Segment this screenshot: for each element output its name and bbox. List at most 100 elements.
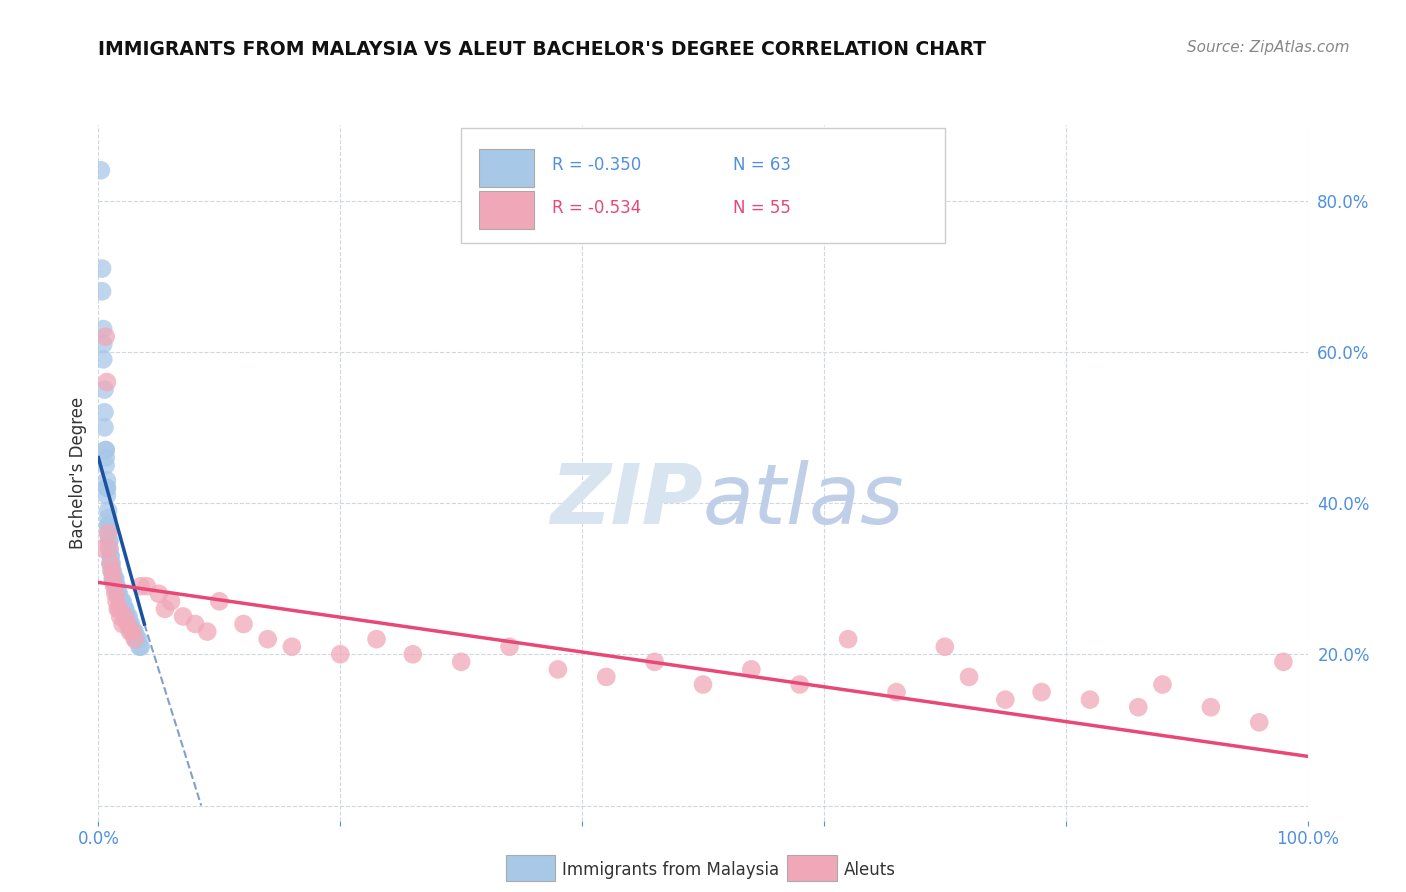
Point (103, 572, 125, 586)
Point (94, 443, 117, 458)
Point (93, 405, 115, 419)
Point (97, 511, 120, 525)
Point (450, 655, 472, 669)
FancyBboxPatch shape (479, 191, 534, 229)
Point (101, 564, 124, 578)
FancyBboxPatch shape (461, 128, 945, 244)
Point (91, 285, 114, 299)
Point (97, 503, 120, 517)
Point (111, 602, 134, 616)
Point (118, 609, 141, 624)
Point (107, 587, 129, 601)
Point (125, 632, 148, 647)
Point (122, 624, 145, 639)
Point (98, 541, 121, 556)
Point (1272, 655, 1295, 669)
Point (96, 481, 118, 495)
Text: ZIP: ZIP (550, 460, 703, 541)
Point (91, 261, 114, 276)
Point (103, 579, 125, 593)
Point (103, 572, 125, 586)
Point (402, 647, 425, 661)
Point (100, 549, 122, 563)
Point (104, 579, 127, 593)
Text: N = 55: N = 55 (734, 200, 792, 218)
Point (994, 692, 1017, 706)
Point (104, 587, 127, 601)
Point (208, 594, 231, 608)
Point (547, 662, 569, 676)
Point (117, 609, 139, 624)
Point (740, 662, 762, 676)
Point (108, 594, 131, 608)
Point (91, 322, 114, 336)
Point (104, 572, 127, 586)
Point (108, 594, 131, 608)
Point (118, 624, 141, 639)
Point (121, 624, 143, 639)
Point (108, 609, 131, 624)
Point (100, 557, 122, 571)
Point (256, 632, 278, 647)
Text: Aleuts: Aleuts (844, 861, 896, 879)
Point (105, 579, 128, 593)
Text: Source: ZipAtlas.com: Source: ZipAtlas.com (1187, 40, 1350, 55)
Point (129, 579, 152, 593)
Point (97, 526, 120, 541)
Text: R = -0.534: R = -0.534 (553, 200, 641, 218)
Point (121, 624, 143, 639)
Point (120, 617, 142, 632)
Point (232, 617, 254, 632)
Point (127, 632, 149, 647)
Point (127, 632, 149, 647)
Point (1249, 715, 1271, 730)
Point (100, 564, 122, 578)
Point (148, 587, 170, 601)
Point (96, 375, 118, 389)
Point (107, 602, 129, 616)
Point (366, 632, 388, 647)
Point (595, 670, 617, 684)
Point (153, 602, 176, 616)
Point (957, 670, 980, 684)
Point (135, 579, 157, 593)
Point (94, 450, 117, 465)
Point (90, 163, 112, 178)
Y-axis label: Bachelor's Degree: Bachelor's Degree (69, 397, 87, 549)
Point (111, 594, 134, 608)
Point (105, 579, 128, 593)
Point (692, 677, 714, 691)
Point (114, 609, 136, 624)
Point (1128, 700, 1150, 714)
Text: R = -0.350: R = -0.350 (553, 156, 641, 174)
Point (111, 617, 134, 632)
Point (91, 541, 114, 556)
Point (172, 609, 194, 624)
Point (105, 594, 128, 608)
Point (329, 647, 352, 661)
Point (118, 617, 141, 632)
Point (94, 443, 117, 458)
Point (934, 640, 956, 654)
Point (160, 594, 183, 608)
Point (100, 557, 122, 571)
FancyBboxPatch shape (479, 149, 534, 187)
Point (91, 352, 114, 367)
Point (98, 533, 121, 548)
Point (110, 594, 132, 608)
Point (96, 473, 118, 487)
Point (93, 383, 115, 397)
Point (94, 458, 117, 473)
Point (97, 518, 120, 533)
Point (100, 549, 122, 563)
Point (498, 640, 520, 654)
Point (1031, 685, 1053, 699)
Point (789, 677, 811, 691)
Point (117, 617, 139, 632)
Point (98, 533, 121, 548)
Point (96, 488, 118, 502)
Point (124, 632, 146, 647)
Point (128, 640, 150, 654)
Point (114, 602, 136, 616)
Text: IMMIGRANTS FROM MALAYSIA VS ALEUT BACHELOR'S DEGREE CORRELATION CHART: IMMIGRANTS FROM MALAYSIA VS ALEUT BACHEL… (98, 40, 987, 59)
